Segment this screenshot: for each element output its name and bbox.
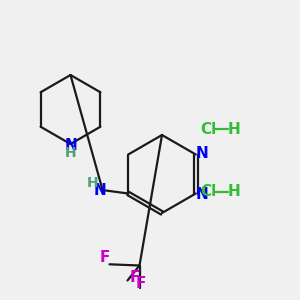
Text: H: H bbox=[228, 122, 240, 136]
Text: N: N bbox=[196, 187, 209, 202]
Text: Cl: Cl bbox=[200, 122, 217, 136]
Text: F: F bbox=[130, 270, 140, 285]
Text: N: N bbox=[93, 183, 106, 198]
Text: H: H bbox=[86, 176, 98, 190]
Text: Cl: Cl bbox=[200, 184, 217, 200]
Text: F: F bbox=[136, 276, 146, 291]
Text: H: H bbox=[65, 146, 76, 160]
Text: F: F bbox=[100, 250, 110, 266]
Text: H: H bbox=[228, 184, 240, 200]
Text: N: N bbox=[64, 138, 77, 153]
Text: N: N bbox=[196, 146, 209, 161]
